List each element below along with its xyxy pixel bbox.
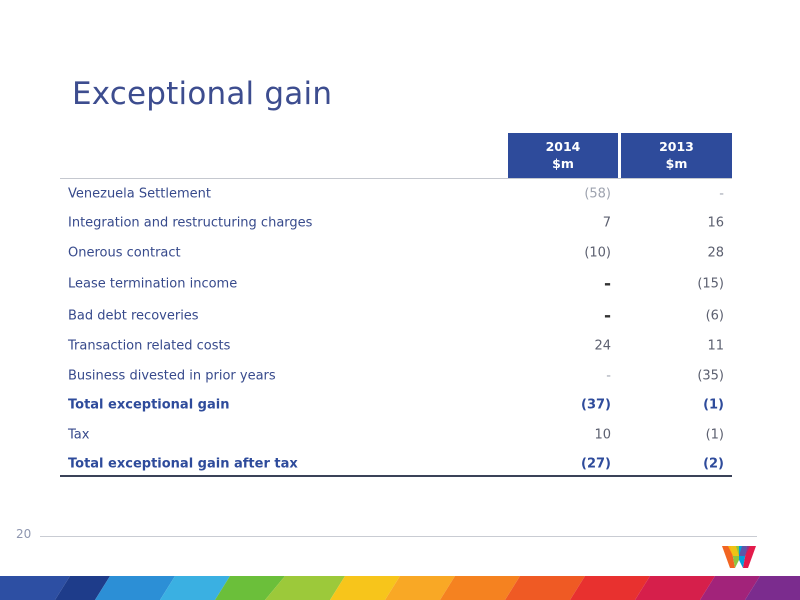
value-2014: - xyxy=(603,305,611,326)
row-label: Total exceptional gain after tax xyxy=(68,456,298,472)
value-2013: (6) xyxy=(705,308,724,323)
table-row: Integration and restructuring charges 7 … xyxy=(60,209,732,239)
table-row: Total exceptional gain (37) (1) xyxy=(60,391,732,421)
exceptional-gain-table: Venezuela Settlement (58) - Integration … xyxy=(60,179,732,479)
table-row: Transaction related costs 24 11 xyxy=(60,332,732,362)
row-label: Tax xyxy=(68,427,90,443)
value-2013: 16 xyxy=(707,215,724,231)
value-2013: - xyxy=(719,186,724,202)
value-2014: - xyxy=(603,273,611,294)
column-year: 2013 xyxy=(659,139,694,154)
column-header-2014: 2014 $m xyxy=(508,133,618,178)
header-divider xyxy=(60,178,732,179)
table-bottom-rule xyxy=(60,475,732,477)
value-2014: (37) xyxy=(581,397,611,413)
value-2014: (10) xyxy=(584,245,611,261)
row-label: Business divested in prior years xyxy=(68,368,276,384)
table-row: Business divested in prior years - (35) xyxy=(60,361,732,391)
row-label: Total exceptional gain xyxy=(68,397,230,413)
table-row: Total exceptional gain after tax (27) (2… xyxy=(60,450,732,480)
value-2013: (35) xyxy=(697,368,724,384)
footer-divider xyxy=(40,536,757,537)
row-label: Venezuela Settlement xyxy=(68,186,211,202)
row-label: Lease termination income xyxy=(68,276,238,291)
value-2013: (2) xyxy=(703,456,724,472)
value-2014: 10 xyxy=(594,427,611,443)
value-2013: (1) xyxy=(705,427,724,443)
value-2014: - xyxy=(606,368,611,384)
value-2013: (1) xyxy=(703,397,724,413)
value-2014: (58) xyxy=(584,186,611,202)
value-2014: (27) xyxy=(581,456,611,472)
company-logo-icon xyxy=(722,546,756,568)
slide-title: Exceptional gain xyxy=(72,76,333,112)
value-2014: 7 xyxy=(602,215,611,231)
page-number: 20 xyxy=(16,527,32,541)
table-row: Lease termination income - (15) xyxy=(60,268,732,300)
decorative-color-stripe xyxy=(0,576,800,600)
row-label: Bad debt recoveries xyxy=(68,308,199,323)
table-row: Tax 10 (1) xyxy=(60,420,732,450)
value-2014: 24 xyxy=(594,338,611,354)
column-year: 2014 xyxy=(545,139,581,154)
row-label: Transaction related costs xyxy=(68,338,231,354)
value-2013: 28 xyxy=(707,245,724,261)
row-label: Integration and restructuring charges xyxy=(68,215,313,231)
value-2013: 11 xyxy=(707,338,724,354)
table-row: Onerous contract (10) 28 xyxy=(60,238,732,268)
column-header-2013: 2013 $m xyxy=(621,133,732,178)
table-row: Bad debt recoveries - (6) xyxy=(60,300,732,332)
value-2013: (15) xyxy=(697,276,724,291)
column-unit: $m xyxy=(665,156,688,171)
row-label: Onerous contract xyxy=(68,245,181,261)
column-unit: $m xyxy=(552,156,574,171)
table-row: Venezuela Settlement (58) - xyxy=(60,179,732,209)
